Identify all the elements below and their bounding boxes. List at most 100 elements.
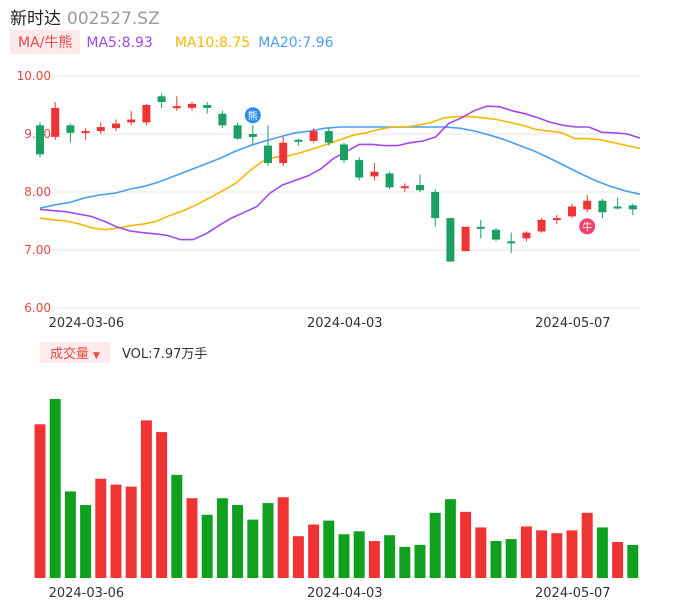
candle bbox=[340, 142, 348, 163]
price-axis: 10.009.008.007.006.00 bbox=[17, 69, 51, 315]
volume-bar bbox=[566, 530, 578, 578]
volume-bar bbox=[49, 399, 61, 578]
volume-bar bbox=[171, 474, 183, 578]
candle-body bbox=[340, 144, 348, 161]
candle bbox=[309, 128, 318, 143]
candle bbox=[112, 119, 120, 132]
volume-badge-label: 成交量 bbox=[50, 347, 90, 362]
candle bbox=[279, 136, 288, 166]
volume-bar bbox=[125, 486, 137, 578]
candle bbox=[294, 138, 303, 146]
candle-body bbox=[188, 103, 196, 108]
volume-bar bbox=[536, 530, 548, 578]
volume-indicator-selector[interactable]: 成交量 ▼ bbox=[40, 342, 110, 363]
volume-bar bbox=[612, 542, 624, 578]
candle-body bbox=[583, 200, 592, 210]
volume-bar bbox=[596, 527, 608, 578]
volume-bar bbox=[34, 424, 46, 578]
ma10-line bbox=[39, 115, 641, 231]
candle bbox=[385, 171, 394, 190]
candle bbox=[264, 125, 272, 166]
candle bbox=[188, 102, 196, 111]
stock-code: 002527.SZ bbox=[67, 9, 160, 29]
candle bbox=[203, 102, 212, 114]
candle bbox=[431, 189, 440, 227]
candle-body bbox=[476, 226, 485, 229]
price-x-axis: 2024-03-06 2024-04-03 2024-05-07 bbox=[49, 316, 611, 331]
candle-body bbox=[264, 145, 272, 163]
candle bbox=[446, 218, 455, 262]
price-grid bbox=[30, 75, 640, 309]
ma20-value: MA20:7.96 bbox=[258, 35, 334, 51]
ma5-value: MA5:8.93 bbox=[86, 35, 153, 51]
stock-header: 新时达 002527.SZ bbox=[10, 4, 160, 29]
x-tick-label: 2024-05-07 bbox=[535, 316, 611, 331]
candle bbox=[81, 128, 90, 140]
candle-body bbox=[142, 105, 151, 123]
candle-body bbox=[552, 218, 561, 221]
volume-bar bbox=[262, 503, 274, 578]
candle bbox=[492, 227, 500, 242]
ma10-value: MA10:8.75 bbox=[174, 35, 251, 51]
candle bbox=[51, 102, 60, 140]
candle-body bbox=[598, 200, 607, 213]
volume-bar bbox=[505, 539, 517, 578]
volume-bar bbox=[292, 536, 304, 578]
volume-series bbox=[34, 399, 639, 578]
candle bbox=[461, 226, 470, 252]
volume-legend: 成交量 ▼ VOL:7.97万手 bbox=[40, 342, 207, 363]
volume-bar bbox=[80, 505, 92, 578]
candle bbox=[157, 93, 166, 108]
x-tick-label: 2024-04-03 bbox=[307, 316, 383, 331]
volume-bar bbox=[429, 512, 441, 578]
candle-body bbox=[613, 206, 622, 209]
volume-bar bbox=[338, 534, 350, 578]
volume-x-axis: 2024-03-06 2024-04-03 2024-05-07 bbox=[49, 586, 611, 601]
volume-bar bbox=[323, 520, 335, 578]
candle-body bbox=[492, 229, 500, 240]
candle-body bbox=[400, 186, 409, 189]
candle-body bbox=[51, 107, 60, 137]
volume-bar bbox=[475, 527, 487, 578]
volume-bar bbox=[277, 497, 289, 578]
volume-bar bbox=[444, 499, 456, 578]
x-tick-label: 2024-05-07 bbox=[535, 586, 611, 601]
candle-body bbox=[127, 119, 136, 123]
candle bbox=[233, 122, 242, 140]
volume-bar bbox=[460, 511, 472, 578]
candle-body bbox=[628, 205, 637, 210]
volume-bar bbox=[581, 512, 593, 578]
caret-down-icon: ▼ bbox=[93, 351, 100, 361]
candle-body bbox=[370, 171, 379, 177]
candle bbox=[172, 96, 181, 111]
volume-bar bbox=[232, 505, 244, 578]
candle-body bbox=[355, 160, 364, 178]
candle-body bbox=[36, 125, 44, 155]
candle bbox=[370, 163, 379, 181]
candle bbox=[218, 110, 227, 129]
candle-body bbox=[568, 206, 576, 217]
candle-body bbox=[507, 241, 516, 244]
x-tick-label: 2024-04-03 bbox=[307, 586, 383, 601]
candle bbox=[248, 125, 257, 146]
volume-bar bbox=[490, 541, 502, 578]
candle bbox=[476, 219, 485, 239]
moving-average-lines bbox=[39, 105, 641, 241]
candle-body bbox=[294, 139, 303, 142]
volume-bar bbox=[627, 544, 639, 578]
candle-body bbox=[81, 131, 90, 134]
candle bbox=[598, 198, 607, 219]
candle-body bbox=[96, 127, 105, 132]
ma-indicator-selector[interactable]: MA/牛熊 bbox=[10, 30, 81, 54]
candle-body bbox=[66, 125, 75, 133]
y-tick-label: 7.00 bbox=[24, 243, 51, 257]
ma20-line bbox=[39, 126, 641, 209]
volume-bar bbox=[247, 519, 259, 578]
candle-body bbox=[385, 173, 394, 188]
candle bbox=[522, 231, 531, 242]
candle-body bbox=[248, 134, 257, 137]
volume-bar bbox=[201, 514, 213, 578]
candle-body bbox=[461, 226, 470, 252]
x-tick-label: 2024-03-06 bbox=[49, 586, 125, 601]
volume-bar bbox=[414, 544, 426, 578]
